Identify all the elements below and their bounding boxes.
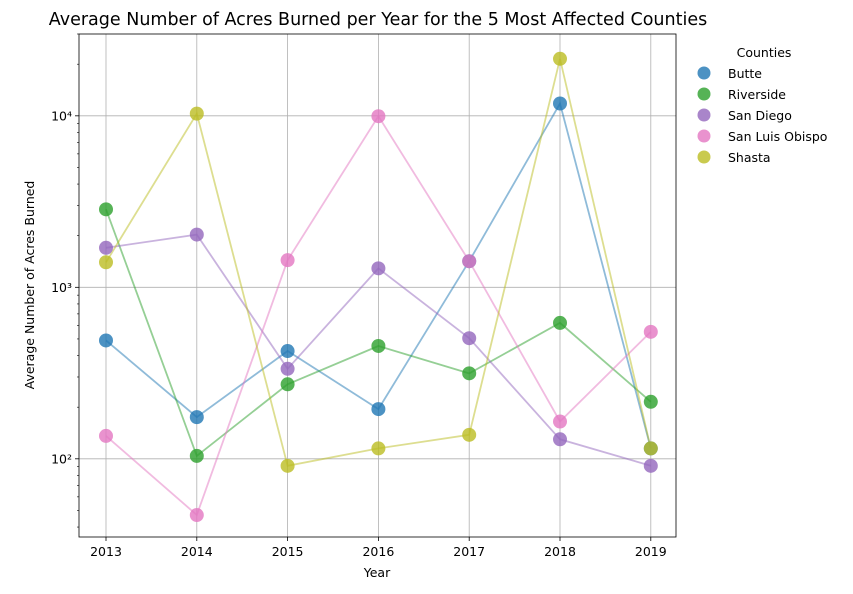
data-point	[371, 109, 386, 124]
data-point	[371, 402, 386, 417]
y-tick-label: 10³	[51, 280, 72, 295]
x-tick-label: 2013	[90, 544, 122, 559]
data-point	[280, 377, 295, 392]
plot-frame	[78, 33, 677, 538]
x-axis-label: Year	[363, 565, 391, 580]
legend-title: Counties	[737, 45, 792, 60]
data-point	[189, 508, 204, 523]
data-point	[553, 432, 567, 447]
legend-label: Riverside	[728, 87, 786, 102]
legend-marker	[697, 150, 711, 164]
legend-label: Shasta	[728, 150, 771, 165]
data-point	[99, 240, 113, 255]
data-point	[99, 202, 113, 217]
data-point	[99, 255, 113, 270]
y-tick-label: 10²	[51, 451, 72, 466]
legend-marker	[697, 87, 711, 101]
data-point	[280, 361, 295, 376]
data-point	[99, 333, 113, 348]
legend: Counties Butte Riverside San Diego San Luis…	[697, 45, 827, 165]
y-axis-label: Average Number of Acres Burned	[22, 181, 37, 390]
x-tick-label: 2018	[544, 544, 576, 559]
data-point	[371, 338, 386, 353]
legend-marker	[697, 66, 711, 80]
data-point	[643, 441, 658, 456]
x-tick-label: 2015	[272, 544, 304, 559]
x-tick-label: 2019	[635, 544, 667, 559]
data-point	[189, 410, 204, 425]
data-point	[462, 427, 477, 442]
data-point	[280, 458, 295, 473]
data-point	[462, 366, 477, 381]
y-tick-label: 10⁴	[51, 108, 72, 123]
data-point	[189, 448, 204, 463]
axes: 2013 2014 2015 2016 2017 2018 2019 10² 10³ 10⁴	[51, 33, 677, 559]
data-point	[371, 441, 386, 456]
x-tick-label: 2017	[453, 544, 485, 559]
data-point	[371, 261, 386, 276]
data-point	[99, 428, 113, 443]
data-point	[189, 106, 204, 121]
legend-marker	[697, 129, 711, 143]
data-point	[280, 253, 295, 268]
data-point	[553, 315, 567, 330]
x-tick-label: 2014	[181, 544, 213, 559]
data-point	[643, 458, 658, 473]
data-point	[462, 331, 477, 346]
data-point	[553, 96, 567, 111]
data-point	[189, 227, 204, 242]
data-point	[462, 254, 477, 269]
x-tick-label: 2016	[362, 544, 394, 559]
chart-title: Average Number of Acres Burned per Year …	[49, 10, 707, 30]
data-point	[643, 394, 658, 409]
data-point	[280, 344, 295, 359]
legend-label: San Luis Obispo	[728, 129, 827, 144]
legend-label: San Diego	[728, 108, 792, 123]
legend-label: Butte	[728, 66, 762, 81]
data-point	[643, 324, 658, 339]
data-point	[553, 414, 567, 429]
legend-marker	[697, 108, 711, 122]
series-layer	[99, 51, 658, 523]
data-point	[553, 51, 567, 66]
